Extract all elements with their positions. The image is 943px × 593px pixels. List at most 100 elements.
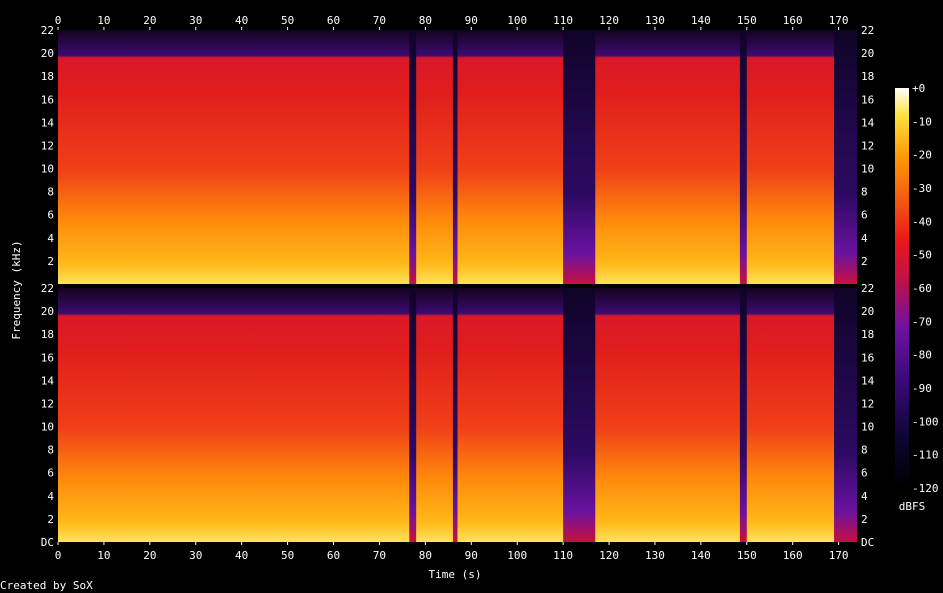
x-tick-label-top: 30 [189,14,202,27]
colorbar-tick-label: -60 [912,282,932,295]
x-tick-label-top: 50 [281,14,294,27]
x-tick-label-bottom: 70 [373,549,386,562]
x-tick-label-bottom: 20 [143,549,156,562]
colorbar-tick-label: -20 [912,149,932,162]
ch2-quiet-segment [563,288,596,542]
x-tick-label-bottom: 110 [553,549,573,562]
y-tick-label-left: 18 [41,328,54,341]
y-tick-label-left: 14 [41,116,55,129]
y-tick-label-left: 2 [47,513,54,526]
y-tick-label-right: 2 [861,513,868,526]
x-tick-label-top: 140 [691,14,711,27]
colorbar-tick-label: -120 [912,482,939,495]
ch2-quiet-segment [409,288,417,542]
x-tick-label-top: 110 [553,14,573,27]
x-tick-label-bottom: 100 [507,549,527,562]
colorbar-tick-label: -30 [912,182,932,195]
y-tick-label-right: 8 [861,444,868,457]
x-tick-label-top: 120 [599,14,619,27]
y-tick-label-right: 10 [861,421,874,434]
colorbar-tick-label: -10 [912,115,932,128]
colorbar [895,88,909,488]
y-tick-label-left: 8 [47,444,54,457]
spectrogram-channel-1 [58,30,857,284]
y-tick-label-right: 4 [861,490,868,503]
x-tick-label-bottom: 120 [599,549,619,562]
y-tick-label-left: 10 [41,163,54,176]
y-tick-label-right: 20 [861,47,874,60]
y-tick-label-left: 4 [47,232,54,245]
x-tick-label-top: 60 [327,14,340,27]
x-tick-label-bottom: 10 [97,549,110,562]
y-tick-label-left: 20 [41,47,54,60]
ch1-quiet-segment [452,30,458,284]
y-tick-label-left: 8 [47,186,54,199]
x-tick-label-top: 0 [55,14,62,27]
y-tick-label-right: 18 [861,70,874,83]
y-tick-label-right: 14 [861,116,875,129]
y-tick-label-right: 4 [861,232,868,245]
x-tick-label-bottom: 130 [645,549,665,562]
y-tick-label-right: 16 [861,93,874,106]
x-tick-label-bottom: 150 [737,549,757,562]
y-tick-label-right: 18 [861,328,874,341]
y-tick-label-right: 16 [861,351,874,364]
ch2-quiet-segment [834,288,857,542]
y-tick-label-left: 4 [47,490,54,503]
y-tick-label-right: 8 [861,186,868,199]
x-tick-label-top: 130 [645,14,665,27]
colorbar-tick-label: -100 [912,415,939,428]
y-tick-label-left: 14 [41,374,55,387]
x-axis-label: Time (s) [429,568,482,581]
y-tick-label-right: 6 [861,467,868,480]
colorbar-tick-label: -80 [912,349,932,362]
y-tick-label-left: 16 [41,93,54,106]
colorbar-tick-label: +0 [912,82,925,95]
colorbar-unit-label: dBFS [899,500,926,513]
x-tick-label-bottom: 50 [281,549,294,562]
x-tick-label-bottom: 170 [829,549,849,562]
ch1-quiet-segment [834,30,857,284]
x-tick-label-top: 150 [737,14,757,27]
x-tick-label-top: 160 [783,14,803,27]
y-tick-label-right: 6 [861,209,868,222]
y-tick-label-right: 14 [861,374,875,387]
x-tick-label-top: 40 [235,14,248,27]
y-tick-label-right: 10 [861,163,874,176]
sox-credit: Created by SoX [0,579,93,592]
y-tick-label-left: 20 [41,305,54,318]
x-tick-label-bottom: 30 [189,549,202,562]
ch1-quiet-segment [739,30,747,284]
x-tick-label-bottom: 40 [235,549,248,562]
x-tick-label-top: 20 [143,14,156,27]
colorbar-tick-label: -50 [912,249,932,262]
x-tick-label-top: 90 [465,14,478,27]
y-tick-label-left: 12 [41,397,54,410]
ch2-quiet-segment [739,288,747,542]
x-tick-label-top: 170 [829,14,849,27]
x-tick-label-bottom: 60 [327,549,340,562]
y-tick-label-left: 6 [47,209,54,222]
x-tick-label-bottom: 90 [465,549,478,562]
y-tick-label-right: DC [861,536,874,549]
x-tick-label-top: 10 [97,14,110,27]
y-tick-label-left: 12 [41,139,54,152]
y-tick-label-right: 12 [861,397,874,410]
channel-2-quiet-segments [409,288,857,542]
ch1-quiet-segment [563,30,596,284]
y-tick-label-left: 18 [41,70,54,83]
y-tick-label-right: 22 [861,282,874,295]
y-tick-label-right: 2 [861,255,868,268]
colorbar-tick-label: -70 [912,315,932,328]
x-tick-label-bottom: 140 [691,549,711,562]
axis-ticks: 0 0 10 10 20 20 30 30 40 40 50 50 60 60 70 70 80 80 90 90 10… [41,14,875,562]
ch2-quiet-segment [452,288,458,542]
y-tick-label-right: 20 [861,305,874,318]
channel-1-quiet-segments [409,30,857,284]
y-tick-label-left: DC [41,536,54,549]
y-tick-label-left: 16 [41,351,54,364]
x-tick-label-bottom: 160 [783,549,803,562]
y-axis-label: Frequency (kHz) [10,240,23,339]
x-tick-label-bottom: 0 [55,549,62,562]
